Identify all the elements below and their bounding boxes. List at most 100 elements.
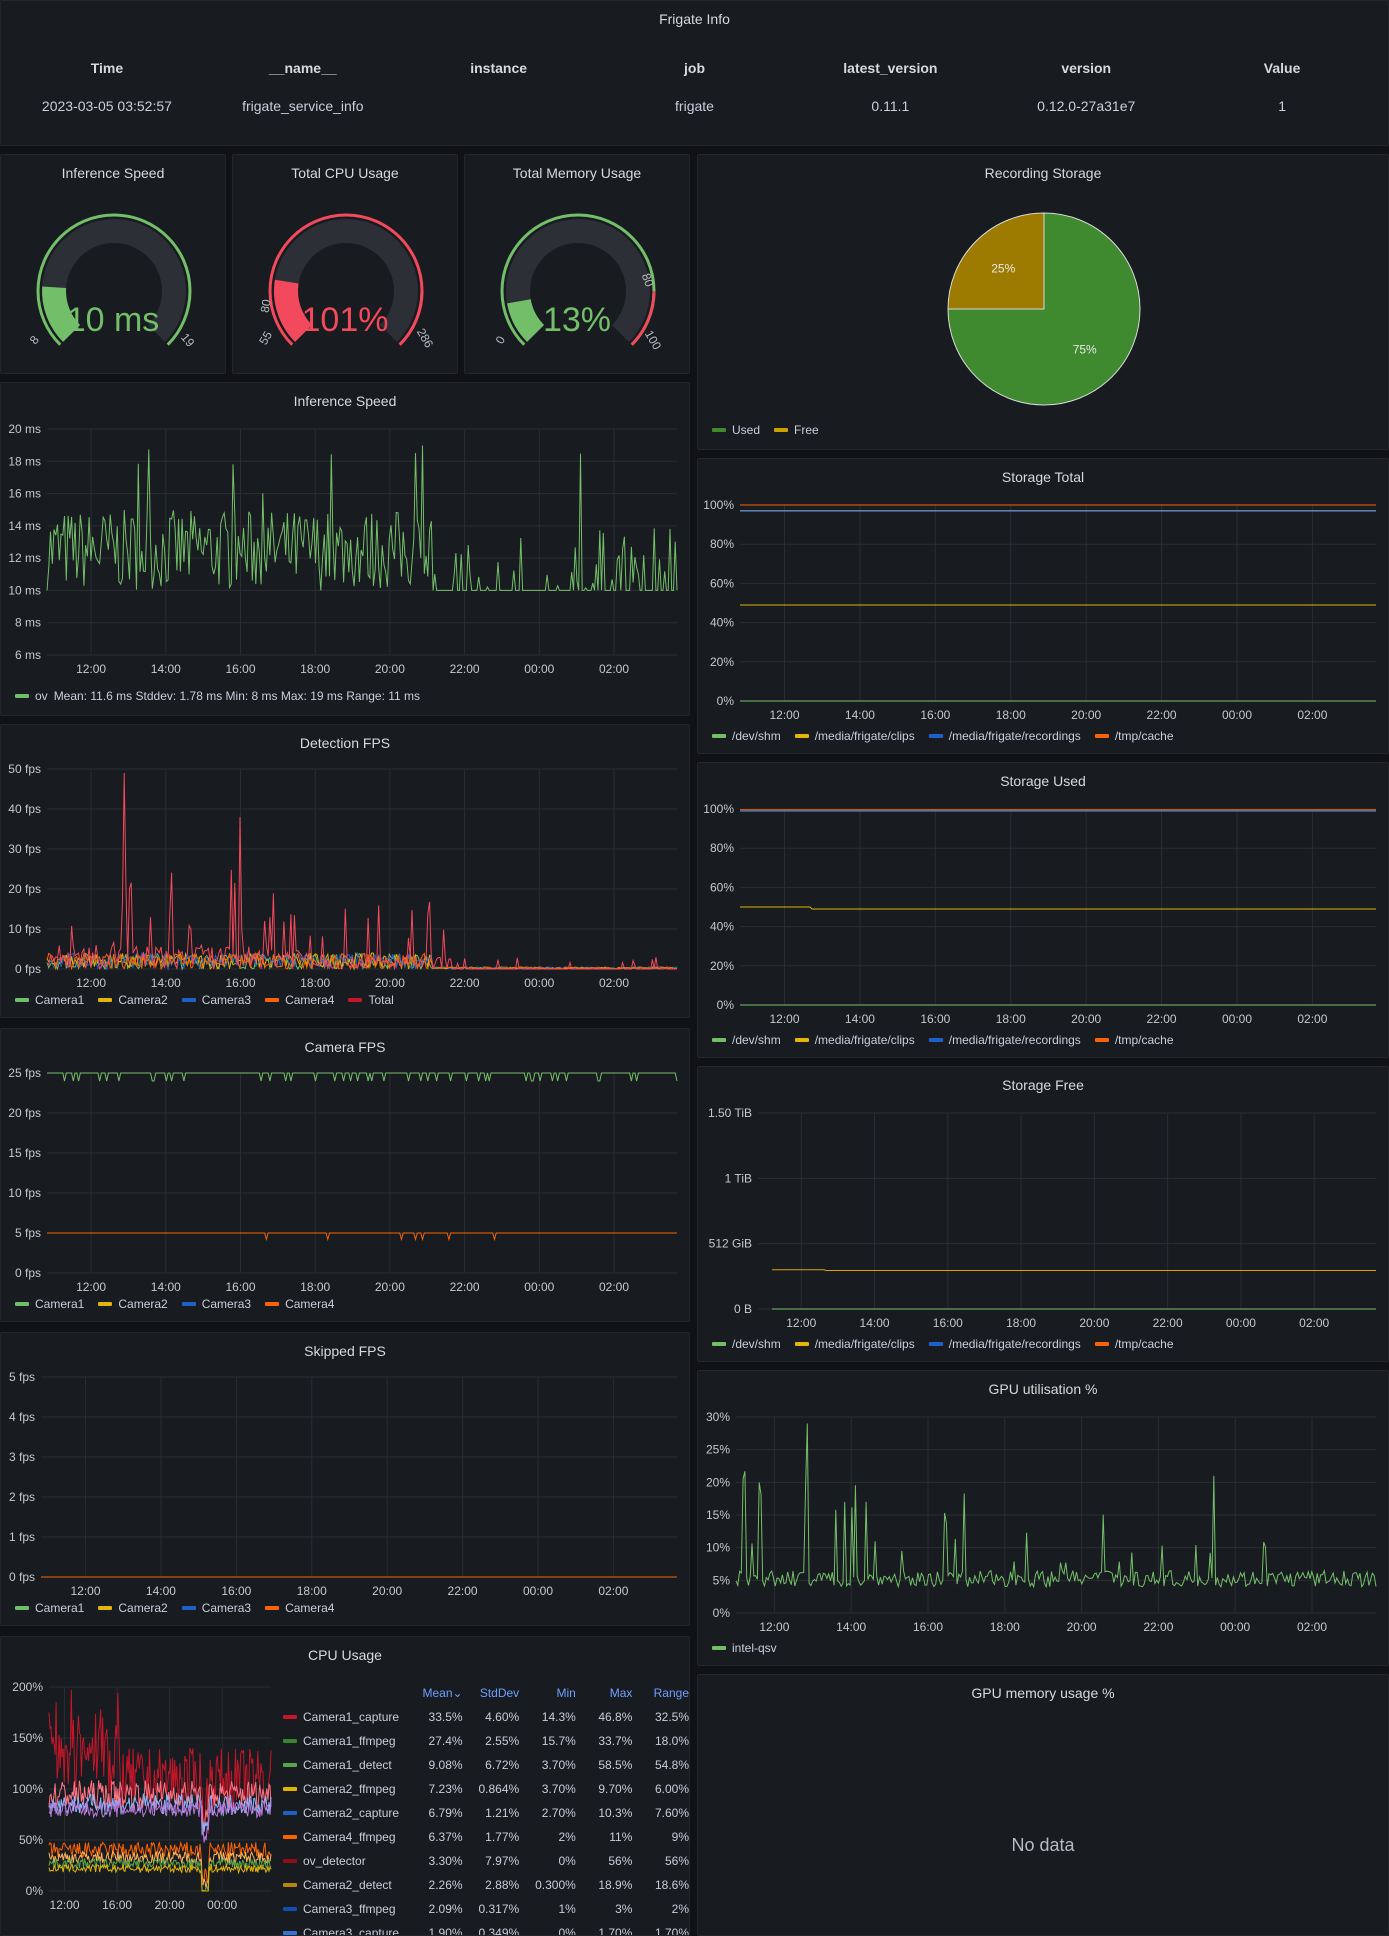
cell-mean: 6.37% xyxy=(428,1830,463,1844)
legend-item-tmp-cache[interactable]: /tmp/cache xyxy=(1094,729,1174,743)
legend-label: Camera3 xyxy=(201,993,252,1007)
legend-item-media-frigate-recordings[interactable]: /media/frigate/recordings xyxy=(928,729,1081,743)
legend-item-camera4[interactable]: Camera4 xyxy=(265,1297,334,1311)
legend-item-dev-shm[interactable]: /dev/shm xyxy=(712,1033,781,1047)
x-tick-label: 14:00 xyxy=(151,662,181,676)
legend-item-dev-shm[interactable]: /dev/shm xyxy=(712,1337,781,1351)
legend-item-dev-shm[interactable]: /dev/shm xyxy=(712,729,781,743)
legend-swatch xyxy=(928,734,943,738)
x-tick-label: 16:00 xyxy=(102,1898,132,1912)
col-latest-version[interactable]: latest_version xyxy=(843,60,938,76)
panel-title[interactable]: Inference Speed xyxy=(293,393,397,409)
cell-range: 6.00% xyxy=(654,1782,690,1796)
panel-title[interactable]: Total CPU Usage xyxy=(291,165,399,181)
x-tick-label: 16:00 xyxy=(920,708,950,722)
cpu-series-1 xyxy=(48,1780,272,1834)
legend-stats: Mean: 11.6 ms Stddev: 1.78 ms Min: 8 ms … xyxy=(53,689,421,703)
legend-item-tmp-cache[interactable]: /tmp/cache xyxy=(1094,1033,1174,1047)
panel-title[interactable]: GPU utilisation % xyxy=(988,1381,1098,1397)
panel-title[interactable]: Skipped FPS xyxy=(304,1343,386,1359)
legend-item-camera2[interactable]: Camera2 xyxy=(98,993,168,1007)
table-row[interactable]: Camera2_ffmpeg 7.23% 0.864% 3.70% 9.70% 6.00% xyxy=(283,1777,689,1801)
legend-label: /media/frigate/recordings xyxy=(948,729,1081,743)
col-min[interactable]: Min xyxy=(556,1686,576,1700)
panel-title[interactable]: Storage Used xyxy=(1000,773,1086,789)
legend-item-camera3[interactable]: Camera3 xyxy=(181,1297,251,1311)
y-tick-label: 20 ms xyxy=(8,422,41,436)
col-max[interactable]: Max xyxy=(609,1686,633,1700)
panel-title[interactable]: Storage Free xyxy=(1002,1077,1084,1093)
cell-std: 0.317% xyxy=(478,1902,520,1916)
col-version[interactable]: version xyxy=(1061,60,1112,76)
legend-item-free[interactable]: Free xyxy=(774,423,819,437)
y-tick-label: 5% xyxy=(713,1573,731,1587)
legend-item-media-frigate-clips[interactable]: /media/frigate/clips xyxy=(794,1033,915,1047)
series-name: Camera1_detect xyxy=(283,1758,406,1772)
panel-title[interactable]: Frigate Info xyxy=(659,11,730,27)
legend: intel-qsv xyxy=(712,1641,777,1655)
legend-item-media-frigate-recordings[interactable]: /media/frigate/recordings xyxy=(928,1337,1081,1351)
table-row[interactable]: Camera3_capture 1.90% 0.349% 0% 1.70% 1.70% xyxy=(283,1921,689,1935)
panel-title[interactable]: Total Memory Usage xyxy=(512,165,642,181)
x-tick-label: 12:00 xyxy=(50,1898,80,1912)
col-value[interactable]: Value xyxy=(1263,60,1301,76)
cell-std: 2.88% xyxy=(485,1878,520,1892)
legend-item-tmp-cache[interactable]: /tmp/cache xyxy=(1094,1337,1174,1351)
cpu-rows: Camera1_capture 33.5% 4.60% 14.3% 46.8% 32.5%… xyxy=(283,1705,689,1935)
x-tick-label: 16:00 xyxy=(933,1316,963,1330)
table-row[interactable]: Camera2_capture 6.79% 1.21% 2.70% 10.3% 7.60% xyxy=(283,1801,689,1825)
col-stddev[interactable]: StdDev xyxy=(479,1686,520,1700)
legend-item-intel-qsv[interactable]: intel-qsv xyxy=(712,1641,777,1655)
panel-title[interactable]: Storage Total xyxy=(1001,469,1085,485)
table-row[interactable]: ov_detector 3.30% 7.97% 0% 56% 56% xyxy=(283,1849,689,1873)
col-time[interactable]: Time xyxy=(90,60,124,76)
legend-item-camera4[interactable]: Camera4 xyxy=(265,993,334,1007)
series-name: Camera1_ffmpeg xyxy=(283,1734,406,1748)
legend-item-media-frigate-clips[interactable]: /media/frigate/clips xyxy=(794,729,915,743)
panel-title[interactable]: GPU memory usage % xyxy=(971,1685,1115,1701)
legend-item-camera1[interactable]: Camera1 xyxy=(15,993,84,1007)
pie-label: 25% xyxy=(991,261,1015,275)
col-mean[interactable]: Mean⌄ xyxy=(422,1686,463,1700)
table-row[interactable]: Camera3_ffmpeg 2.09% 0.317% 1% 3% 2% xyxy=(283,1897,689,1921)
col-name[interactable]: __name__ xyxy=(268,60,337,76)
panel-title[interactable]: Recording Storage xyxy=(984,165,1102,181)
legend-item-ov[interactable]: ov xyxy=(15,689,48,703)
cell-version: 0.12.0-27a31e7 xyxy=(1037,98,1136,114)
panel-title[interactable]: Camera FPS xyxy=(304,1039,386,1055)
col-job[interactable]: job xyxy=(684,60,705,76)
panel-title[interactable]: Inference Speed xyxy=(61,165,165,181)
series-clips xyxy=(772,1269,1376,1271)
legend-item-camera1[interactable]: Camera1 xyxy=(15,1297,84,1311)
pie-slice-free xyxy=(947,212,1045,310)
panel-title[interactable]: Detection FPS xyxy=(299,735,391,751)
legend-swatch xyxy=(928,1342,943,1346)
legend-item-camera3[interactable]: Camera3 xyxy=(181,993,252,1007)
y-tick-label: 0 fps xyxy=(15,1266,41,1280)
col-range[interactable]: Range xyxy=(653,1686,690,1700)
col-instance[interactable]: instance xyxy=(470,60,528,76)
legend-item-camera2[interactable]: Camera2 xyxy=(98,1601,168,1615)
legend-item-camera1[interactable]: Camera1 xyxy=(15,1601,84,1615)
table-row[interactable]: Camera4_ffmpeg 6.37% 1.77% 2% 11% 9% xyxy=(283,1825,689,1849)
cell-max: 56% xyxy=(608,1854,633,1868)
gauge-fill xyxy=(274,279,313,342)
table-row[interactable]: Camera1_ffmpeg 27.4% 2.55% 15.7% 33.7% 18.0% xyxy=(283,1729,689,1753)
legend-item-media-frigate-recordings[interactable]: /media/frigate/recordings xyxy=(928,1033,1081,1047)
legend-item-camera3[interactable]: Camera3 xyxy=(181,1601,251,1615)
pie-slice-used xyxy=(947,212,1141,406)
legend: /dev/shm/media/frigate/clips/media/friga… xyxy=(712,729,1174,743)
table-row[interactable]: Camera1_detect 9.08% 6.72% 3.70% 58.5% 54.8% xyxy=(283,1753,689,1777)
legend-item-total[interactable]: Total xyxy=(348,993,394,1007)
legend-item-camera4[interactable]: Camera4 xyxy=(265,1601,334,1615)
table-row[interactable]: Camera2_detect 2.26% 2.88% 0.300% 18.9% 18.6% xyxy=(283,1873,689,1897)
legend-item-used[interactable]: Used xyxy=(712,423,760,437)
legend-item-camera2[interactable]: Camera2 xyxy=(98,1297,168,1311)
legend-item-media-frigate-clips[interactable]: /media/frigate/clips xyxy=(794,1337,915,1351)
cell-min: 2% xyxy=(558,1830,576,1844)
table-row[interactable]: Camera1_capture 33.5% 4.60% 14.3% 46.8% 32.5% xyxy=(283,1705,689,1729)
x-tick-label: 00:00 xyxy=(523,1584,553,1598)
panel-title[interactable]: CPU Usage xyxy=(308,1647,382,1663)
legend: Used Free xyxy=(712,423,819,437)
cell-min: 1% xyxy=(558,1902,576,1916)
